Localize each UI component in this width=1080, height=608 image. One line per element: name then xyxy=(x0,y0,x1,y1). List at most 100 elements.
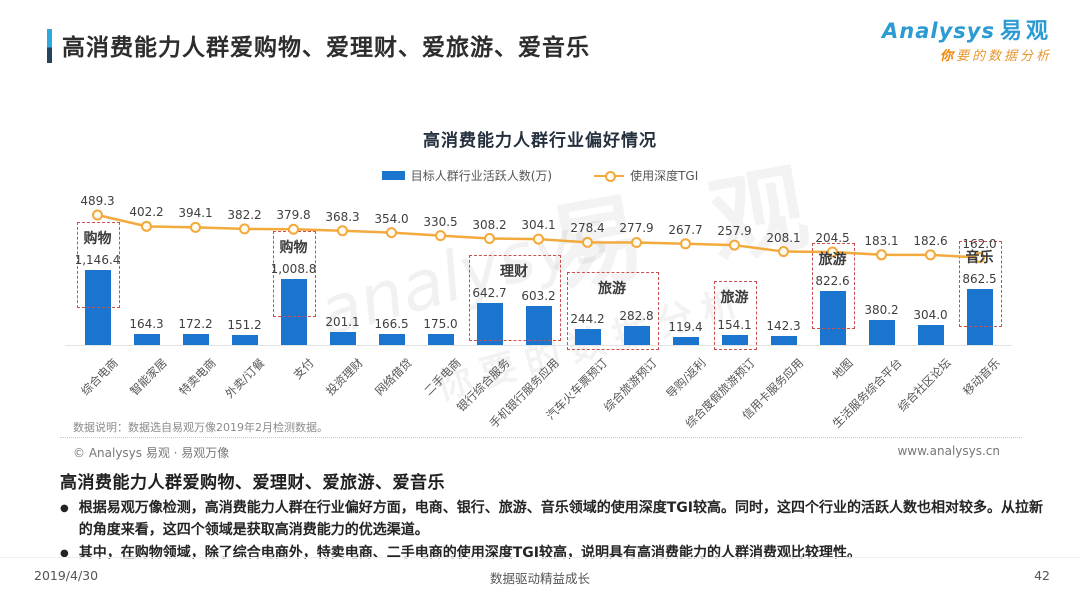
line-point-marker xyxy=(778,246,789,258)
bar xyxy=(819,291,846,345)
tgi-value-label: 204.5 xyxy=(815,231,850,246)
bar xyxy=(672,337,699,345)
bar xyxy=(427,333,454,345)
bar-value-label: 166.5 xyxy=(374,317,409,332)
legend-bar-label: 目标人群行业活跃人数(万) xyxy=(410,169,553,183)
website-url: www.analysys.cn xyxy=(897,444,1000,458)
bar-value-label: 1,008.8 xyxy=(270,262,317,276)
line-point-marker xyxy=(141,220,152,232)
category-label: 综合电商 xyxy=(77,355,121,399)
bullet-item: ● 其中，在购物领域，除了综合电商外，特卖电商、二手电商的使用深度TGI较高，说… xyxy=(60,543,1050,565)
bar-value-label: 862.5 xyxy=(962,271,997,286)
brand-name-cn: 易观 xyxy=(999,19,1052,44)
group-box xyxy=(959,240,1002,327)
category-label: 移动音乐 xyxy=(959,355,1003,399)
bar xyxy=(280,279,307,345)
tgi-value-label: 382.2 xyxy=(227,207,262,222)
bar-value-label: 201.1 xyxy=(325,314,360,329)
category-label: 网络借贷 xyxy=(371,355,415,399)
title-accent-bar xyxy=(47,29,52,63)
category-label: 智能家居 xyxy=(126,355,170,399)
line-point-marker xyxy=(974,252,985,264)
bar-value-label: 304.0 xyxy=(913,308,948,323)
bar xyxy=(770,335,797,345)
line-point-marker xyxy=(876,249,887,261)
brand-name-en: Analysys xyxy=(882,19,995,43)
bar-value-label: 244.2 xyxy=(570,312,605,327)
legend-line-marker-icon xyxy=(594,171,625,182)
tgi-value-label: 183.1 xyxy=(864,233,899,248)
bar-value-label: 164.3 xyxy=(129,317,164,332)
bar-value-label: 172.2 xyxy=(178,316,213,331)
category-label: 投资理财 xyxy=(322,355,366,399)
group-box-label: 购物 xyxy=(279,240,308,256)
bar xyxy=(721,334,748,345)
bar xyxy=(133,334,160,345)
bar-value-label: 603.2 xyxy=(521,288,556,303)
group-box-label: 旅游 xyxy=(818,252,847,269)
tgi-value-label: 308.2 xyxy=(472,217,507,232)
bar xyxy=(378,334,405,345)
line-point-marker xyxy=(729,239,740,251)
bar-value-label: 151.2 xyxy=(227,318,262,333)
group-box xyxy=(567,272,659,350)
bar xyxy=(231,335,258,345)
line-point-marker xyxy=(680,238,691,250)
tgi-value-label: 379.8 xyxy=(276,208,311,223)
bar xyxy=(476,302,503,345)
bullet-text: 其中，在购物领域，除了综合电商外，特卖电商、二手电商的使用深度TGI较高，说明具… xyxy=(78,545,861,562)
category-label: 地图 xyxy=(828,355,856,382)
tgi-value-label: 304.1 xyxy=(521,218,556,233)
footer-divider xyxy=(0,557,1080,558)
chart-plot: 购物 购物 理财 旅游 旅游 旅游 音乐 1,146.4 489.3 综合电商 164.3 402.2… xyxy=(65,190,1012,435)
bar-value-label: 119.4 xyxy=(668,320,703,335)
category-label: 特卖电商 xyxy=(175,355,219,399)
footer-date: 2019/4/30 xyxy=(34,568,99,583)
bar xyxy=(966,288,993,345)
category-label: 外卖/订餐 xyxy=(221,355,268,401)
bar-value-label: 380.2 xyxy=(864,303,899,318)
line-point-marker xyxy=(484,233,495,245)
bullet-dot-icon: ● xyxy=(60,548,69,560)
tgi-value-label: 330.5 xyxy=(423,214,458,229)
bar xyxy=(917,325,944,345)
bar xyxy=(525,305,552,345)
bar xyxy=(574,329,601,345)
footer-page-number: 42 xyxy=(1034,568,1050,583)
legend-bar-swatch-icon xyxy=(381,171,405,180)
tgi-value-label: 368.3 xyxy=(325,209,360,224)
bullet-dot-icon: ● xyxy=(60,503,69,514)
chart-title: 高消费能力人群行业偏好情况 xyxy=(423,131,657,151)
bar-value-label: 154.1 xyxy=(717,317,752,332)
legend-item-line: 使用深度TGI xyxy=(594,167,698,184)
x-axis-line xyxy=(65,345,1012,346)
group-box-label: 旅游 xyxy=(598,281,626,298)
summary-heading: 高消费能力人群爱购物、爱理财、爱旅游、爱音乐 xyxy=(60,473,445,493)
line-point-marker xyxy=(239,223,250,235)
bar-value-label: 642.7 xyxy=(472,285,507,300)
line-point-marker xyxy=(92,209,103,221)
bar xyxy=(182,333,209,345)
brand-logo: Analysys 易观 你要的数据分析 xyxy=(882,19,1052,65)
line-point-marker xyxy=(582,236,593,248)
category-label: 导购/返利 xyxy=(662,355,709,401)
bullet-item: ● 根据易观万像检测，高消费能力人群在行业偏好方面，电商、银行、旅游、音乐领域的… xyxy=(60,498,1050,541)
bar-value-label: 822.6 xyxy=(815,274,850,289)
line-point-marker xyxy=(337,225,348,237)
line-point-marker xyxy=(827,246,838,258)
group-box-label: 旅游 xyxy=(720,289,749,306)
data-note: 数据说明：数据选自易观万像2019年2月检测数据。 xyxy=(73,421,328,434)
tgi-value-label: 267.7 xyxy=(668,222,703,237)
bar-value-label: 1,146.4 xyxy=(74,253,121,267)
tgi-value-label: 162.0 xyxy=(962,236,997,251)
tgi-line-chart xyxy=(92,209,985,264)
tgi-value-label: 278.4 xyxy=(570,221,605,236)
line-point-marker xyxy=(631,236,642,248)
tgi-value-label: 257.9 xyxy=(717,224,752,239)
group-box xyxy=(714,280,757,350)
group-box-label: 理财 xyxy=(500,263,528,280)
brand-tagline-rest: 要的数据分析 xyxy=(955,49,1052,65)
footer-slogan: 数据驱动精益成长 xyxy=(489,571,590,586)
bar-value-label: 175.0 xyxy=(423,316,458,331)
